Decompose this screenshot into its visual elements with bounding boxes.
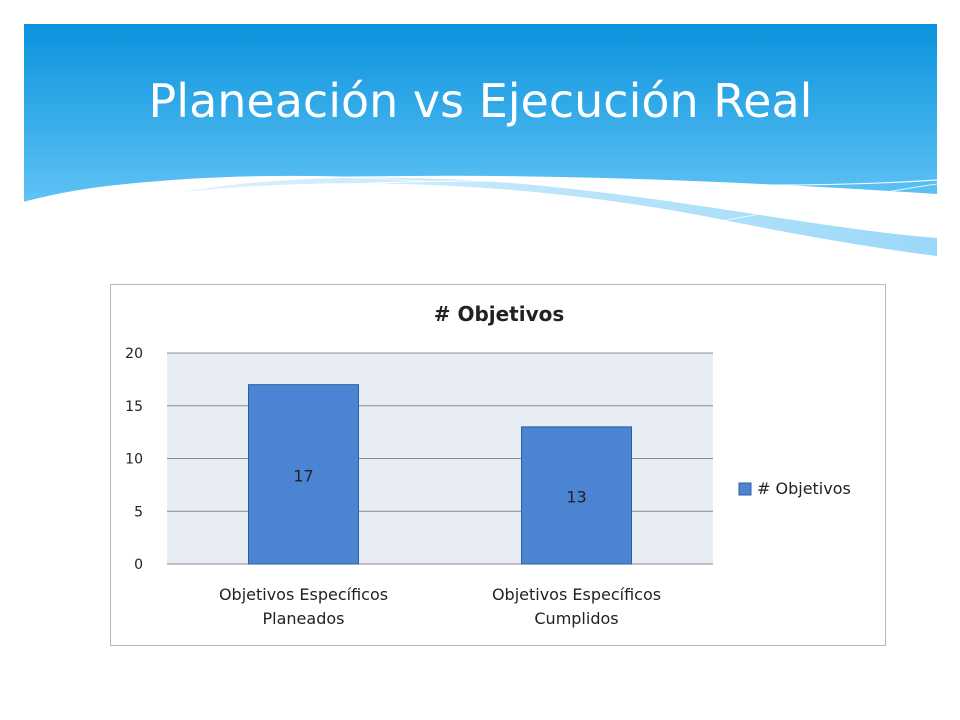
- y-tick-label: 20: [125, 346, 143, 362]
- y-tick-label: 15: [125, 399, 143, 415]
- legend: # Objetivos: [738, 479, 851, 498]
- chart-frame: # Objetivos 0 5 10 15 20 17 13 Objetivos Espe…: [110, 284, 886, 646]
- bars: [248, 384, 632, 565]
- legend-label: # Objetivos: [757, 479, 851, 498]
- slide-title: Planeación vs Ejecución Real: [148, 74, 813, 128]
- x-tick-label: Objetivos Específicos: [219, 585, 388, 604]
- bar-value-label: 13: [566, 487, 586, 506]
- bar-value-label: 17: [293, 466, 313, 485]
- bar-0: [248, 384, 359, 565]
- header-wave-background: [24, 24, 937, 284]
- y-tick-label: 5: [134, 504, 143, 520]
- legend-swatch: [738, 482, 752, 496]
- y-tick-label: 10: [125, 452, 143, 468]
- x-axis-tick-labels: Objetivos Específicos Planeados Objetivos …: [219, 585, 661, 628]
- slide-header: Planeación vs Ejecución Real: [24, 24, 937, 284]
- x-tick-label: Cumplidos: [534, 609, 618, 628]
- chart-title: # Objetivos: [434, 302, 565, 326]
- y-axis-tick-labels: 0 5 10 15 20: [125, 346, 143, 573]
- y-tick-label: 0: [134, 557, 143, 573]
- x-tick-label: Objetivos Específicos: [492, 585, 661, 604]
- bar-1: [521, 426, 632, 565]
- x-tick-label: Planeados: [263, 609, 345, 628]
